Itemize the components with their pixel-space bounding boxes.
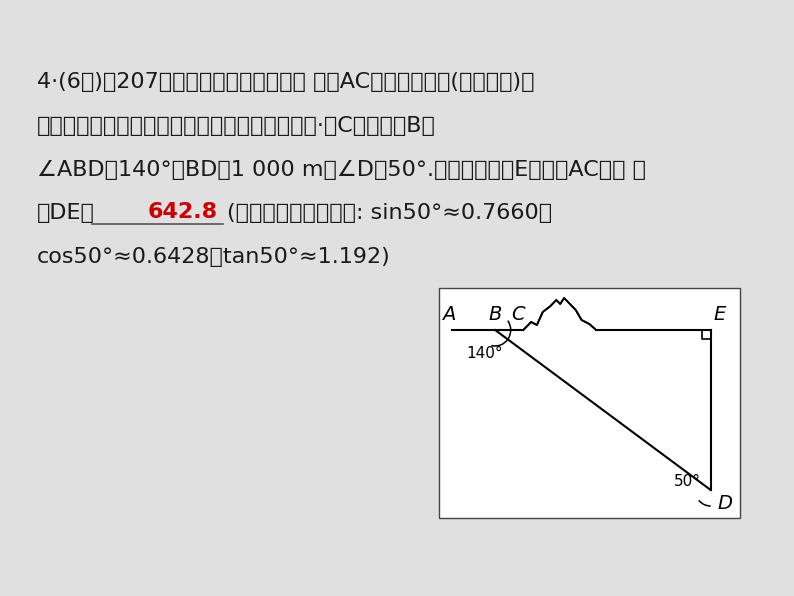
Text: 50°: 50° (674, 474, 701, 489)
Text: (供选用的三角函数值: sin50°≈0.7660，: (供选用的三角函数值: sin50°≈0.7660， (227, 203, 553, 223)
Text: $C$: $C$ (511, 305, 526, 324)
Text: 为了加快施工进度，要在小山的另一边同时施工·今C上的一点B取: 为了加快施工进度，要在小山的另一边同时施工·今C上的一点B取 (37, 116, 436, 136)
Text: $A$: $A$ (441, 305, 456, 324)
Text: 642.8: 642.8 (148, 202, 218, 222)
Text: ∠ABD＝140°，BD＝1 000 m，∠D＝50°.为了使开挖点E在直线AC上． 那: ∠ABD＝140°，BD＝1 000 m，∠D＝50°.为了使开挖点E在直线AC… (37, 160, 646, 180)
Text: $D$: $D$ (716, 494, 733, 513)
Text: 4·(6分)在207国道襄阳段改造工程中， 需泾AC方向开山修路(如图所示)，: 4·(6分)在207国道襄阳段改造工程中， 需泾AC方向开山修路(如图所示)， (37, 72, 534, 92)
Polygon shape (523, 298, 596, 335)
Text: $B$: $B$ (488, 305, 503, 324)
Text: $E$: $E$ (713, 305, 727, 324)
Text: 140°: 140° (466, 346, 503, 361)
Bar (439, 288, 740, 518)
Text: 么DE＝: 么DE＝ (37, 203, 94, 223)
Text: cos50°≈0.6428，tan50°≈1.192): cos50°≈0.6428，tan50°≈1.192) (37, 247, 391, 267)
